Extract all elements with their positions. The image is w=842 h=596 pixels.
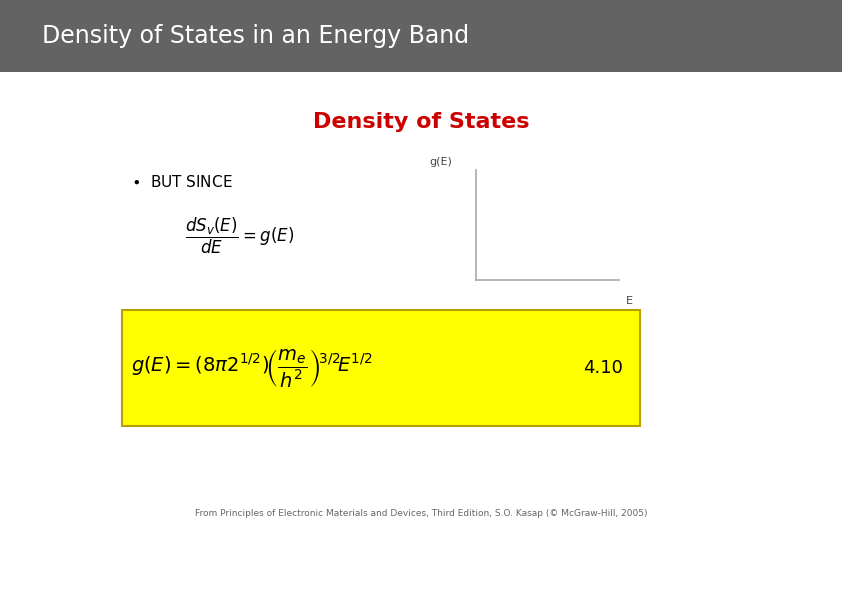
Text: g(E): g(E) bbox=[429, 157, 452, 167]
FancyBboxPatch shape bbox=[122, 310, 640, 426]
Text: 4.10: 4.10 bbox=[584, 359, 623, 377]
FancyBboxPatch shape bbox=[0, 0, 842, 72]
Text: Density of States in an Energy Band: Density of States in an Energy Band bbox=[42, 24, 469, 48]
Text: $\bullet$  BUT SINCE: $\bullet$ BUT SINCE bbox=[131, 174, 232, 190]
Text: $\dfrac{dS_v(E)}{dE} = g(E)$: $\dfrac{dS_v(E)}{dE} = g(E)$ bbox=[185, 215, 295, 256]
Text: From Principles of Electronic Materials and Devices, Third Edition, S.O. Kasap (: From Principles of Electronic Materials … bbox=[195, 509, 647, 519]
Text: Density of States: Density of States bbox=[312, 112, 530, 132]
Text: E: E bbox=[626, 296, 632, 306]
Text: $g(E) = \left(8\pi 2^{1/2}\right)\!\left(\dfrac{m_e}{h^2}\right)^{\!3/2}\! E^{1/: $g(E) = \left(8\pi 2^{1/2}\right)\!\left… bbox=[131, 347, 372, 389]
